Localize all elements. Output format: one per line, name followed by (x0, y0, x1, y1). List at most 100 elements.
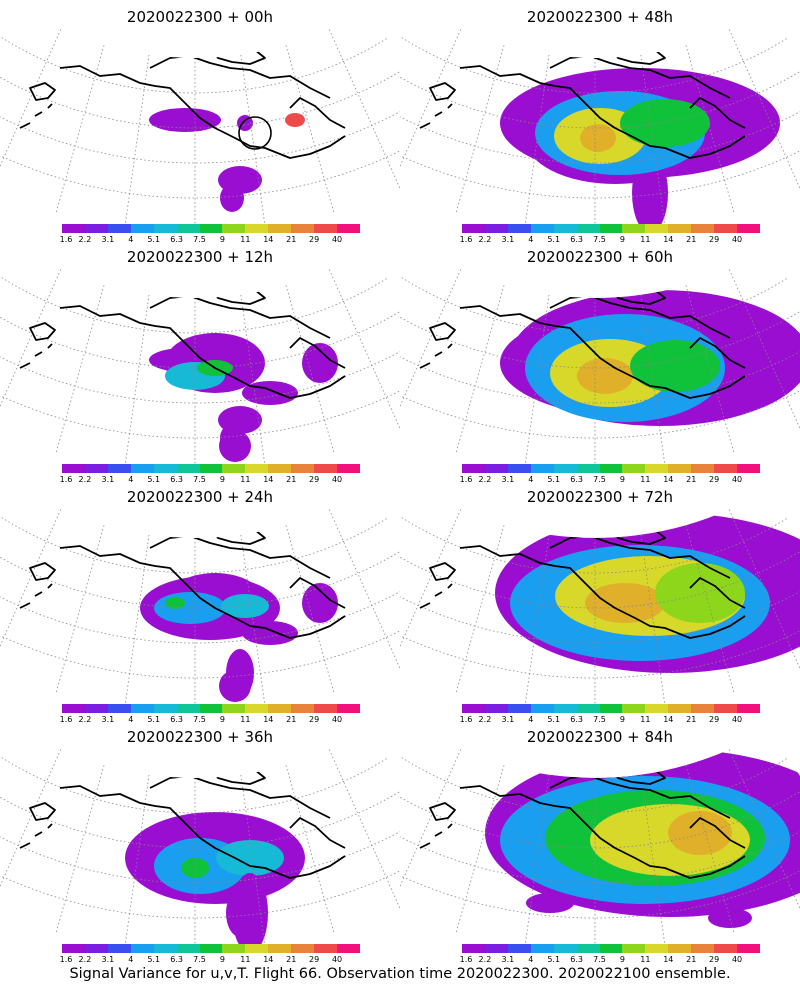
colorbar-labels: 1.6 2.2 3.1 4 5.1 6.3 7.5 9 11 14 21 29 40 (459, 955, 760, 965)
colorbar-tick-label: 7.5 (593, 955, 606, 964)
colorbar-tick-label: 40 (331, 715, 343, 724)
colorbar (62, 944, 360, 953)
colorbar-tick-label: 4 (128, 955, 134, 964)
colorbar-tick-label: 4 (128, 715, 134, 724)
colorbar-tick-label: 29 (709, 955, 720, 964)
colorbar-swatch (107, 704, 131, 713)
colorbar-tick-label: 14 (663, 235, 674, 244)
colorbar-tick-label: 40 (331, 235, 343, 244)
colorbar-tick-label: 1.6 (459, 955, 473, 964)
colorbar-swatch (599, 224, 623, 233)
colorbar-labels: 1.6 2.2 3.1 4 5.1 6.3 7.5 9 11 14 21 29 40 (60, 235, 360, 245)
colorbar-tick-label: 7.5 (593, 475, 606, 484)
variance-contour (220, 184, 244, 212)
colorbar-tick-label: 9 (219, 235, 225, 244)
panel-title: 2020022300 + 24h (126, 488, 274, 506)
colorbar-tick-label: 5.1 (147, 955, 161, 964)
colorbar-tick-label: 1.6 (459, 475, 473, 484)
colorbar-labels: 1.6 2.2 3.1 4 5.1 6.3 7.5 9 11 14 21 29 40 (60, 715, 360, 725)
colorbar-tick-label: 21 (286, 475, 297, 484)
colorbar-tick-label: 21 (686, 475, 697, 484)
variance-contour (620, 99, 710, 147)
colorbar-swatch (622, 944, 646, 953)
panel-title: 2020022300 + 84h (526, 728, 674, 746)
variance-contour (708, 908, 752, 928)
colorbar-swatch (507, 464, 531, 473)
variance-contour (181, 858, 209, 878)
colorbar-swatch (599, 704, 623, 713)
colorbar-tick-label: 5.1 (547, 235, 561, 244)
colorbar-swatch (268, 944, 292, 953)
map-panel: 2020022300 + 72h 1.6 2.2 3.1 4 5.1 6.3 7.5 9 11 14… (400, 480, 800, 724)
colorbar-tick-label: 21 (286, 715, 297, 724)
colorbar-swatch (599, 944, 623, 953)
colorbar-swatch (484, 224, 508, 233)
colorbar-swatch (130, 944, 154, 953)
colorbar-swatch (576, 464, 600, 473)
colorbar-swatch (462, 464, 485, 473)
colorbar-swatch (737, 464, 760, 473)
colorbar-swatch (462, 944, 485, 953)
variance-contour (149, 108, 221, 132)
colorbar-tick-label: 21 (686, 235, 697, 244)
colorbar-tick-label: 9 (619, 955, 625, 964)
variance-contour (526, 893, 574, 913)
colorbar-tick-label: 40 (731, 715, 743, 724)
colorbar-swatch (462, 704, 485, 713)
colorbar-tick-label: 5.1 (547, 475, 561, 484)
colorbar (62, 464, 360, 473)
colorbar-swatch (691, 944, 715, 953)
colorbar-tick-label: 3.1 (501, 715, 515, 724)
colorbar-tick-label: 6.3 (170, 475, 183, 484)
colorbar-tick-label: 3.1 (501, 235, 515, 244)
colorbar-tick-label: 11 (240, 235, 251, 244)
colorbar-swatch (245, 224, 269, 233)
colorbar-tick-label: 3.1 (501, 475, 515, 484)
colorbar-swatch (107, 224, 131, 233)
colorbar-tick-label: 4 (528, 235, 534, 244)
colorbar-tick-label: 40 (731, 475, 743, 484)
colorbar-swatch (107, 464, 131, 473)
colorbar-tick-label: 40 (331, 475, 343, 484)
polar-map (400, 509, 800, 704)
colorbar-tick-label: 11 (640, 715, 651, 724)
polar-map (0, 269, 400, 464)
map-panel: 2020022300 + 60h 1.6 2.2 3.1 4 5.1 6.3 7.5 9 11 14… (400, 240, 800, 484)
colorbar-labels: 1.6 2.2 3.1 4 5.1 6.3 7.5 9 11 14 21 29 40 (60, 955, 360, 965)
colorbar-tick-label: 29 (709, 235, 720, 244)
colorbar-swatch (737, 704, 760, 713)
map-panel: 2020022300 + 12h 1.6 2.2 3.1 4 5.1 6.3 7.5 9 11 14… (0, 240, 400, 484)
colorbar-swatch (130, 464, 154, 473)
colorbar-swatch (314, 944, 338, 953)
colorbar-tick-label: 14 (663, 475, 674, 484)
colorbar-swatch (245, 704, 269, 713)
colorbar-swatch (176, 224, 200, 233)
colorbar-tick-label: 9 (619, 475, 625, 484)
colorbar-swatch (337, 944, 360, 953)
variance-contour (237, 115, 253, 131)
colorbar-swatch (245, 464, 269, 473)
colorbar-swatch (599, 464, 623, 473)
colorbar-tick-label: 4 (128, 235, 134, 244)
colorbar-tick-label: 9 (219, 715, 225, 724)
colorbar-swatch (176, 944, 200, 953)
colorbar-swatch (691, 704, 715, 713)
colorbar-swatch (507, 704, 531, 713)
colorbar-tick-label: 6.3 (170, 715, 183, 724)
coastline (419, 521, 746, 639)
colorbar-tick-label: 11 (640, 955, 651, 964)
colorbar-tick-label: 29 (709, 715, 720, 724)
colorbar-labels: 1.6 2.2 3.1 4 5.1 6.3 7.5 9 11 14 21 29 40 (460, 235, 760, 245)
colorbar-tick-label: 4 (528, 715, 534, 724)
map-panel: 2020022300 + 36h 1.6 2.2 3.1 4 5.1 6.3 7.5 9 11 14… (0, 720, 400, 964)
colorbar-tick-label: 5.1 (147, 235, 161, 244)
colorbar-tick-label: 7.5 (593, 235, 606, 244)
colorbar-tick-label: 3.1 (101, 235, 115, 244)
colorbar-swatch (553, 944, 577, 953)
colorbar-swatch (268, 224, 292, 233)
colorbar-tick-label: 7.5 (193, 715, 206, 724)
colorbar-swatch (222, 464, 246, 473)
colorbar-swatch (576, 704, 600, 713)
colorbar-tick-label: 40 (331, 955, 343, 964)
colorbar-swatch (530, 944, 554, 953)
